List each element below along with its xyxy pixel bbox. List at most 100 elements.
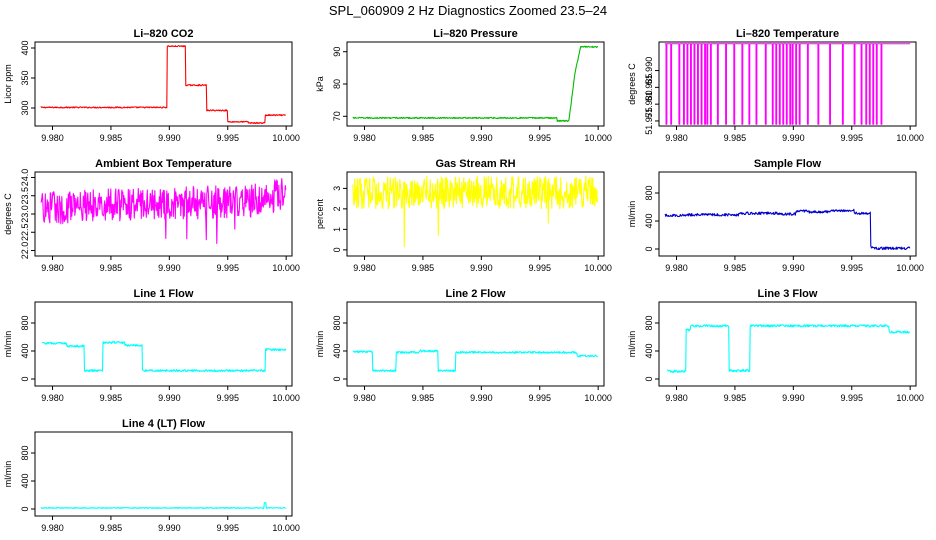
- panel-title: Line 3 Flow: [758, 288, 818, 300]
- x-tick-label: 9.995: [216, 393, 239, 403]
- x-tick-label: 9.980: [665, 263, 688, 273]
- x-tick-label: 9.990: [470, 263, 493, 273]
- panel-title: Li–820 Temperature: [736, 28, 839, 40]
- plot-frame: [34, 171, 293, 257]
- panel-2: Li–820 Pressure kPa 70 80 90 9.980 9.985 9.990 9…: [315, 28, 612, 143]
- panel-title: Line 1 Flow: [134, 288, 194, 300]
- x-tick-label: 9.985: [724, 263, 747, 273]
- y-tick-label: 90: [332, 47, 342, 57]
- x-tick-label: 9.985: [412, 133, 435, 143]
- series-group: [352, 45, 599, 122]
- series-line: [40, 502, 287, 509]
- plot-frame: [658, 41, 917, 127]
- panel-1: Li–820 CO2 Licor ppm 300 350 400 9.980 9.985 9.…: [3, 28, 300, 143]
- x-tick-label: 9.995: [528, 263, 551, 273]
- x-tick-label: 10.000: [896, 263, 924, 273]
- y-tick-label: 23.0: [20, 205, 30, 223]
- y-axis-label: percent: [315, 198, 325, 229]
- x-tick-label: 9.995: [216, 263, 239, 273]
- x-tick-label: 9.990: [158, 393, 181, 403]
- x-tick-label: 9.980: [41, 263, 64, 273]
- y-tick-label: 800: [332, 315, 342, 330]
- y-axis-label: ml/min: [315, 331, 325, 358]
- series-line: [352, 175, 599, 248]
- y-tick-label: 0: [332, 247, 342, 252]
- x-tick-label: 9.980: [353, 133, 376, 143]
- panel-7: Line 1 Flow ml/min 0 400 800 9.980 9.985 9.990 9…: [3, 288, 300, 403]
- x-tick-label: 9.980: [41, 133, 64, 143]
- plot-frame: [34, 431, 293, 517]
- y-tick-label: 3: [332, 186, 342, 191]
- y-tick-label: 51.990: [644, 57, 654, 85]
- plot-frame: [658, 171, 917, 257]
- series-group: [664, 43, 911, 125]
- x-tick-label: 9.985: [100, 523, 123, 533]
- x-tick-label: 10.000: [272, 393, 300, 403]
- panel-title: Line 4 (LT) Flow: [122, 418, 205, 430]
- x-tick-label: 9.980: [41, 523, 64, 533]
- x-tick-label: 9.985: [412, 263, 435, 273]
- x-tick-label: 9.985: [100, 393, 123, 403]
- series-group: [40, 45, 287, 125]
- x-tick-label: 9.980: [353, 393, 376, 403]
- y-tick-label: 0: [20, 506, 30, 511]
- x-tick-label: 9.995: [216, 523, 239, 533]
- panel-title: Li–820 CO2: [134, 28, 194, 40]
- x-tick-label: 9.985: [100, 263, 123, 273]
- plot-frame: [34, 301, 293, 387]
- series-group: [352, 349, 598, 373]
- y-tick-label: 80: [332, 79, 342, 89]
- x-tick-label: 10.000: [272, 263, 300, 273]
- panel-title: Li–820 Pressure: [433, 28, 517, 40]
- y-tick-label: 400: [644, 343, 654, 358]
- x-tick-label: 9.985: [100, 133, 123, 143]
- x-tick-label: 10.000: [584, 263, 612, 273]
- series-line: [664, 208, 911, 251]
- y-tick-label: 22.0: [20, 242, 30, 260]
- x-tick-label: 9.995: [840, 393, 863, 403]
- y-axis-label: degrees C: [627, 63, 637, 105]
- panel-10: Line 4 (LT) Flow ml/min 0 400 800 9.980 9.985 9…: [3, 418, 300, 533]
- series-group: [664, 208, 911, 251]
- x-tick-label: 9.990: [782, 263, 805, 273]
- y-tick-label: 0: [332, 376, 342, 381]
- series-group: [41, 341, 287, 373]
- y-tick-label: 400: [332, 343, 342, 358]
- y-tick-label: 300: [20, 100, 30, 115]
- series-line: [352, 349, 598, 373]
- x-tick-label: 9.995: [840, 263, 863, 273]
- series-line: [352, 45, 599, 122]
- series-line: [40, 45, 287, 125]
- series-group: [40, 178, 287, 244]
- plot-frame: [34, 41, 293, 127]
- panel-title: Ambient Box Temperature: [95, 158, 232, 170]
- x-tick-label: 10.000: [272, 133, 300, 143]
- x-tick-label: 9.990: [158, 263, 181, 273]
- y-tick-label: 400: [20, 40, 30, 55]
- y-axis-label: ml/min: [3, 461, 13, 488]
- x-tick-label: 9.990: [782, 393, 805, 403]
- y-tick-label: 22.5: [20, 223, 30, 241]
- x-tick-label: 9.980: [665, 133, 688, 143]
- x-tick-label: 10.000: [584, 133, 612, 143]
- y-tick-label: 23.5: [20, 187, 30, 205]
- y-tick-label: 800: [644, 315, 654, 330]
- y-tick-label: 400: [20, 473, 30, 488]
- series-line: [664, 43, 911, 125]
- y-tick-label: 0: [644, 376, 654, 381]
- y-axis-label: ml/min: [627, 331, 637, 358]
- panel-9: Line 3 Flow ml/min 0 400 800 9.980 9.985 9.990 9…: [627, 288, 924, 403]
- series-group: [40, 502, 287, 509]
- y-tick-label: 24.0: [20, 169, 30, 187]
- plot-frame: [346, 171, 605, 257]
- y-axis-label: ml/min: [3, 331, 13, 358]
- series-line: [40, 178, 287, 244]
- x-tick-label: 9.985: [724, 133, 747, 143]
- y-tick-label: 51.980: [644, 90, 654, 118]
- x-tick-label: 9.995: [216, 133, 239, 143]
- panel-6: Sample Flow ml/min 0 400 800 9.980 9.985 9.990 9…: [627, 158, 924, 273]
- y-axis-label: kPa: [315, 76, 325, 92]
- x-tick-label: 9.980: [41, 393, 64, 403]
- x-tick-label: 9.990: [782, 133, 805, 143]
